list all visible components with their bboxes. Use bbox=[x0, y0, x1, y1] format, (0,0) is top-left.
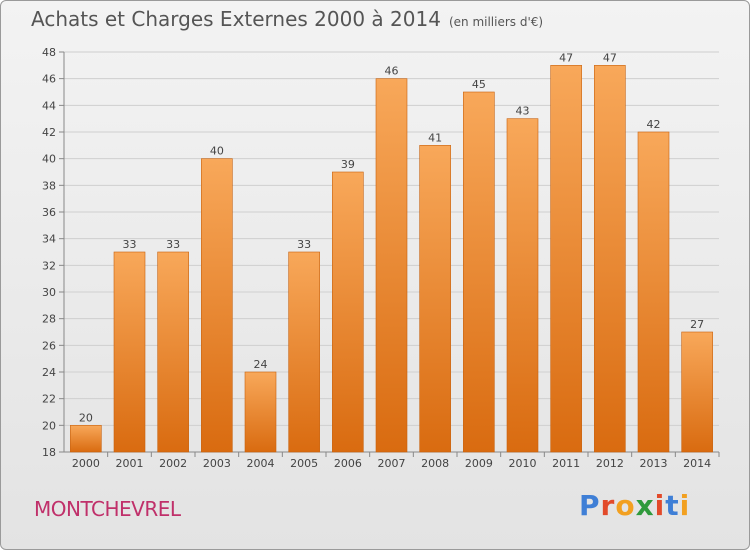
y-tick-label: 36 bbox=[42, 206, 56, 219]
y-tick-label: 40 bbox=[42, 153, 56, 166]
bar bbox=[463, 91, 495, 453]
logo-letter: o bbox=[615, 489, 636, 522]
x-tick-label: 2002 bbox=[159, 457, 187, 470]
x-tick-label: 2007 bbox=[378, 457, 406, 470]
x-tick-label: 2009 bbox=[465, 457, 493, 470]
y-tick-label: 32 bbox=[42, 259, 56, 272]
bar-value-label: 24 bbox=[254, 358, 268, 371]
bar bbox=[70, 425, 102, 453]
bar-value-label: 40 bbox=[210, 145, 224, 158]
logo-letter: i bbox=[679, 489, 691, 522]
bar bbox=[550, 65, 582, 453]
bar bbox=[506, 118, 539, 453]
y-tick-label: 22 bbox=[42, 393, 56, 406]
chart-title: Achats et Charges Externes 2000 à 2014 (e… bbox=[31, 7, 543, 31]
bar-value-label: 47 bbox=[559, 51, 573, 64]
bar-value-label: 33 bbox=[123, 238, 137, 251]
bar-value-label: 47 bbox=[603, 51, 617, 64]
x-tick-label: 2012 bbox=[596, 457, 624, 470]
y-tick-label: 28 bbox=[42, 313, 56, 326]
bar-value-label: 41 bbox=[428, 131, 442, 144]
logo-letter: t bbox=[665, 489, 680, 522]
x-tick-label: 2011 bbox=[552, 457, 580, 470]
logo-letter: i bbox=[654, 489, 666, 522]
bar-value-label: 39 bbox=[341, 158, 355, 171]
bar bbox=[594, 65, 626, 453]
logo-letter: P bbox=[579, 489, 601, 522]
y-tick-label: 30 bbox=[42, 286, 56, 299]
bar-value-label: 33 bbox=[166, 238, 180, 251]
bar bbox=[288, 251, 320, 453]
x-tick-label: 2010 bbox=[509, 457, 537, 470]
y-tick-label: 20 bbox=[42, 419, 56, 432]
title-text: Achats et Charges Externes 2000 à 2014 bbox=[31, 7, 441, 31]
x-tick-label: 2008 bbox=[421, 457, 449, 470]
logo-letter: x bbox=[635, 489, 655, 522]
x-tick-label: 2003 bbox=[203, 457, 231, 470]
y-tick-label: 26 bbox=[42, 339, 56, 352]
y-tick-label: 24 bbox=[42, 366, 56, 379]
x-tick-label: 2001 bbox=[116, 457, 144, 470]
x-tick-label: 2004 bbox=[247, 457, 275, 470]
y-tick-label: 44 bbox=[42, 99, 56, 112]
bar bbox=[419, 145, 451, 453]
bar-value-label: 43 bbox=[516, 105, 530, 118]
y-tick-label: 18 bbox=[42, 446, 56, 459]
proxiti-logo: Proxiti bbox=[579, 489, 690, 522]
y-tick-label: 42 bbox=[42, 126, 56, 139]
y-tick-label: 48 bbox=[42, 46, 56, 59]
bar-value-label: 27 bbox=[690, 318, 704, 331]
y-tick-label: 34 bbox=[42, 233, 56, 246]
bar bbox=[113, 251, 146, 453]
bar bbox=[681, 331, 713, 453]
x-tick-label: 2006 bbox=[334, 457, 362, 470]
bar bbox=[201, 158, 233, 453]
bar-value-label: 20 bbox=[79, 411, 93, 424]
bar-value-label: 42 bbox=[647, 118, 661, 131]
y-tick-label: 46 bbox=[42, 73, 56, 86]
bar bbox=[375, 78, 408, 453]
commune-name: MONTCHEVREL bbox=[34, 497, 181, 521]
x-tick-label: 2005 bbox=[290, 457, 318, 470]
bar bbox=[157, 251, 189, 453]
bar-value-label: 46 bbox=[385, 65, 399, 78]
x-tick-label: 2013 bbox=[640, 457, 668, 470]
x-tick-label: 2014 bbox=[683, 457, 711, 470]
bar-value-label: 45 bbox=[472, 78, 486, 91]
bar-value-label: 33 bbox=[297, 238, 311, 251]
x-tick-label: 2000 bbox=[72, 457, 100, 470]
logo-letter: r bbox=[600, 489, 616, 522]
unit-label: (en milliers d'€) bbox=[448, 15, 544, 29]
bar bbox=[332, 171, 364, 453]
bar bbox=[244, 371, 277, 453]
bar bbox=[637, 131, 670, 453]
y-tick-label: 38 bbox=[42, 179, 56, 192]
